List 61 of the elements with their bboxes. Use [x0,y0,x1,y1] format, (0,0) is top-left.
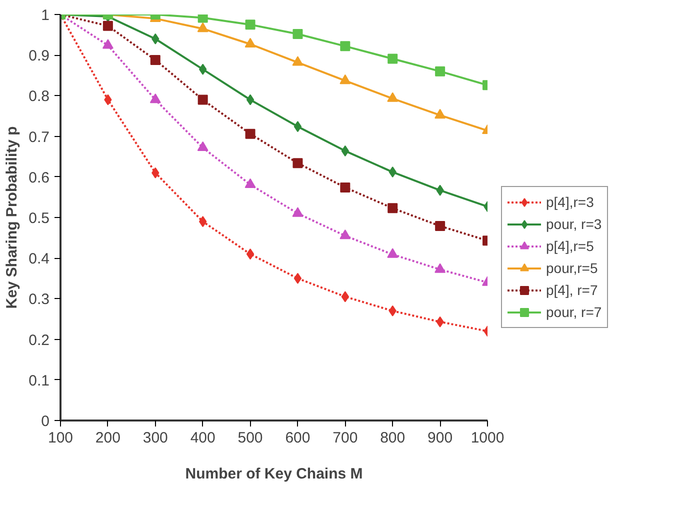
x-tick-label: 800 [380,430,406,446]
point [198,14,208,23]
x-tick-label: 1000 [470,430,504,446]
x-tick-label: 500 [238,430,263,446]
x-tick-label: 700 [332,430,358,446]
point [292,28,303,39]
point [434,108,446,119]
y-tick-label: 0.3 [28,291,50,308]
point [197,22,208,32]
point [244,38,256,48]
point [435,221,446,232]
legend-label: p[4],r=3 [546,194,594,210]
x-tick-label: 600 [285,430,310,446]
point [435,66,446,76]
x-tick-label: 200 [95,430,120,446]
legend-label: pour, r=7 [546,304,602,320]
point [387,92,398,102]
point [245,20,256,30]
point [388,203,398,214]
point [340,74,351,84]
y-tick-label: 0.1 [28,372,50,390]
point [246,248,254,260]
y-tick-label: 0.5 [28,210,50,227]
y-tick-label: 0.9 [28,48,50,65]
point [245,128,256,139]
point [294,272,302,284]
point [102,20,113,31]
point [197,141,208,152]
y-tick-label: 0.4 [28,250,50,268]
y-tick-label: 1 [41,7,50,24]
point [292,158,303,168]
point [340,182,350,192]
point [198,94,208,105]
legend-label: p[4],r=5 [546,238,594,254]
x-axis-title: Number of Key Chains M [185,466,363,482]
point [150,93,161,104]
point [292,56,304,66]
x-tick-label: 100 [48,430,74,446]
legend-label: pour, r=3 [546,216,602,232]
point [292,207,304,217]
legend-label: p[4], r=7 [546,282,598,298]
x-tick-label: 900 [428,430,453,446]
y-axis-title: Key Sharing Probability p [4,126,21,309]
y-tick-label: 0.2 [28,332,50,349]
point [340,41,350,52]
point [388,54,398,64]
point [246,94,254,106]
point [387,248,398,258]
y-tick-label: 0.8 [28,88,50,106]
y-tick-label: 0.6 [28,169,50,186]
point [434,263,446,273]
point [102,39,114,49]
point [150,54,160,65]
legend-label: pour,r=5 [546,260,598,276]
y-tick-label: 0.7 [28,128,50,146]
x-tick-label: 300 [142,430,168,446]
x-tick-label: 400 [190,430,216,446]
point [340,229,351,240]
point [294,121,302,132]
y-tick-label: 0 [41,413,50,430]
point [244,178,256,188]
